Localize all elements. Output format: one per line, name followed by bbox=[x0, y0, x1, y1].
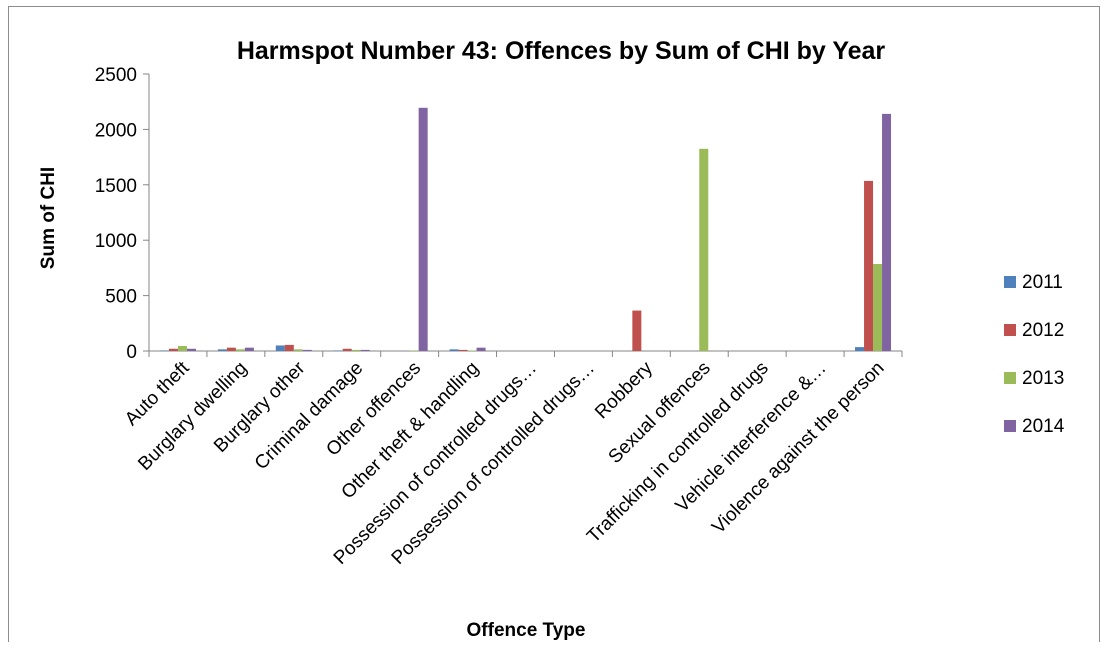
bar-2011-3 bbox=[333, 350, 343, 351]
legend-swatch-2014 bbox=[1004, 420, 1016, 432]
chart-title: Harmspot Number 43: Offences by Sum of C… bbox=[237, 37, 886, 65]
legend-label-2014: 2014 bbox=[1022, 416, 1065, 437]
bar-2013-12 bbox=[873, 264, 883, 351]
bar-2012-1 bbox=[226, 347, 236, 351]
bar-2013-1 bbox=[235, 349, 245, 351]
bar-chart: Harmspot Number 43: Offences by Sum of C… bbox=[38, 37, 1065, 641]
bar-2013-3 bbox=[351, 349, 361, 351]
y-tick-label: 1500 bbox=[95, 176, 137, 197]
bar-2013-5 bbox=[467, 350, 477, 351]
y-tick-label: 2000 bbox=[95, 120, 137, 141]
legend-swatch-2013 bbox=[1004, 372, 1016, 384]
bar-2011-12 bbox=[855, 347, 865, 351]
bar-2012-3 bbox=[342, 348, 352, 351]
y-tick-label: 2500 bbox=[95, 65, 137, 86]
x-axis-title: Offence Type bbox=[467, 620, 586, 641]
bar-2014-3 bbox=[360, 349, 370, 351]
bar-2014-4 bbox=[418, 107, 428, 351]
bar-2014-2 bbox=[302, 349, 312, 351]
bar-2011-1 bbox=[217, 349, 227, 351]
bar-2012-5 bbox=[458, 349, 468, 351]
y-tick-label: 1000 bbox=[95, 231, 137, 252]
bar-2014-0 bbox=[186, 348, 196, 351]
bar-2013-2 bbox=[293, 349, 303, 351]
y-axis-title: Sum of CHI bbox=[38, 167, 59, 269]
y-tick-label: 0 bbox=[126, 342, 137, 363]
bar-2014-5 bbox=[476, 347, 486, 351]
bar-2012-8 bbox=[632, 310, 642, 351]
x-category-label: Criminal damage bbox=[251, 358, 367, 474]
bar-2013-9 bbox=[699, 148, 709, 351]
legend-swatch-2011 bbox=[1004, 276, 1016, 288]
bar-2012-0 bbox=[168, 348, 178, 351]
bar-2013-4 bbox=[409, 350, 419, 351]
chart-frame: Harmspot Number 43: Offences by Sum of C… bbox=[8, 6, 1100, 642]
legend-swatch-2012 bbox=[1004, 324, 1016, 336]
legend-label-2011: 2011 bbox=[1022, 272, 1063, 293]
bar-2012-2 bbox=[284, 344, 294, 351]
bar-2011-5 bbox=[449, 349, 459, 351]
legend-label-2013: 2013 bbox=[1022, 368, 1064, 389]
y-tick-label: 500 bbox=[105, 287, 137, 308]
bar-2013-0 bbox=[177, 346, 187, 351]
legend-label-2012: 2012 bbox=[1022, 320, 1064, 341]
x-category-label: Sexual offences bbox=[605, 358, 715, 468]
bar-2014-12 bbox=[882, 113, 892, 351]
x-category-label: Burglary dwelling bbox=[134, 358, 251, 475]
bar-2011-0 bbox=[159, 350, 169, 351]
bar-2012-12 bbox=[864, 180, 874, 351]
legend: 2011 2012 2013 2014 bbox=[1004, 272, 1065, 437]
bar-2011-2 bbox=[275, 345, 285, 351]
bar-2014-1 bbox=[244, 347, 254, 351]
